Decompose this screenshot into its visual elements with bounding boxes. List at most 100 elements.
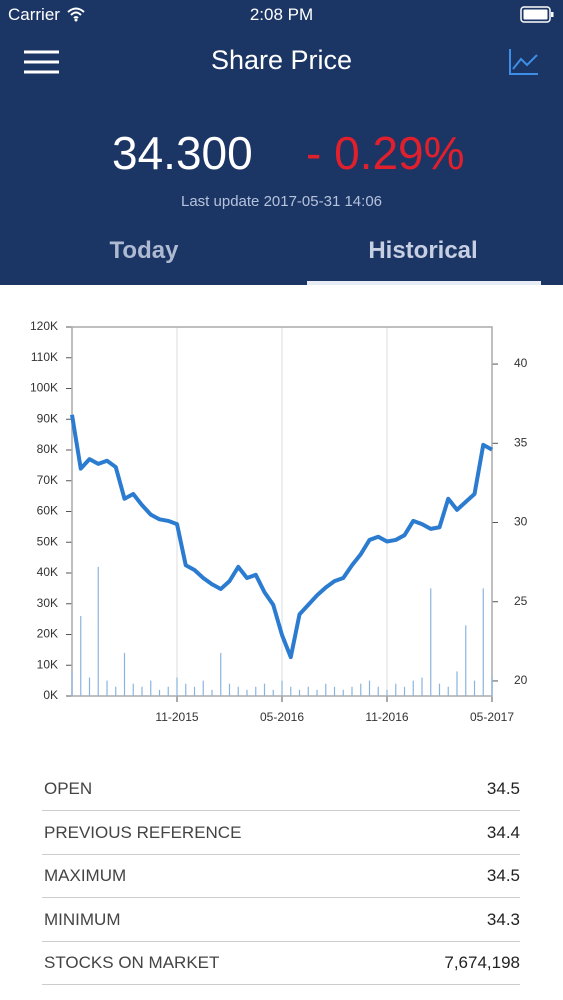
table-row: STOCKS ON MARKET 7,674,198 bbox=[42, 941, 520, 986]
volume-bar bbox=[211, 689, 213, 696]
volume-bar bbox=[325, 683, 327, 696]
y-tick-label: 60K bbox=[37, 504, 58, 518]
y2-tick-label: 20 bbox=[514, 673, 528, 687]
wifi-icon bbox=[67, 7, 85, 22]
volume-bar bbox=[202, 680, 204, 696]
volume-bar bbox=[447, 686, 449, 696]
y2-tick-label: 40 bbox=[514, 356, 528, 370]
volume-bar bbox=[342, 689, 344, 696]
volume-bar bbox=[430, 588, 432, 696]
table-row: MAXIMUM 34.5 bbox=[42, 854, 520, 899]
y-tick-label: 100K bbox=[30, 381, 58, 395]
table-row: PREVIOUS REFERENCE 34.4 bbox=[42, 811, 520, 855]
header: Carrier 2:08 PM Share Price 34.300 - 0.2… bbox=[0, 0, 563, 285]
volume-bar bbox=[403, 686, 406, 696]
volume-bar bbox=[465, 625, 467, 696]
y-tick-label: 80K bbox=[37, 442, 58, 456]
volume-bar bbox=[316, 689, 318, 696]
price: 34.300 bbox=[112, 127, 253, 179]
row-label: MAXIMUM bbox=[44, 866, 127, 886]
y2-tick-label: 35 bbox=[514, 435, 528, 449]
volume-bar bbox=[176, 677, 178, 696]
chart-button[interactable] bbox=[508, 47, 540, 77]
volume-bar bbox=[386, 689, 388, 696]
y2-tick-label: 25 bbox=[514, 594, 528, 608]
volume-bar bbox=[255, 686, 257, 696]
price-line bbox=[70, 414, 493, 660]
volume-bar bbox=[71, 671, 73, 696]
volume-bar bbox=[438, 683, 441, 696]
volume-bar bbox=[333, 686, 336, 696]
volume-bar bbox=[421, 677, 423, 696]
volume-bar bbox=[193, 686, 196, 696]
row-value: 34.3 bbox=[486, 909, 520, 929]
table-row: MINIMUM 34.3 bbox=[42, 898, 520, 942]
volume-bar bbox=[123, 652, 126, 696]
volume-bar bbox=[281, 680, 283, 696]
volume-bar bbox=[158, 689, 161, 696]
volume-bar bbox=[88, 677, 91, 696]
carrier: Carrier bbox=[8, 5, 60, 24]
menu-button[interactable] bbox=[24, 50, 60, 74]
price-change: - 0.29% bbox=[306, 127, 465, 179]
volume-bar bbox=[150, 680, 152, 696]
volume-bar bbox=[263, 683, 266, 696]
battery-icon bbox=[520, 6, 554, 23]
volume-bar bbox=[412, 680, 414, 696]
tab[interactable]: Historical bbox=[368, 237, 478, 264]
y-tick-label: 70K bbox=[37, 473, 58, 487]
clock: 2:08 PM bbox=[249, 5, 314, 24]
y-tick-label: 10K bbox=[37, 657, 58, 671]
volume-bar bbox=[368, 680, 371, 696]
row-value: 7,674,198 bbox=[444, 953, 520, 973]
volume-bar bbox=[141, 686, 143, 696]
x-tick-label: 05-2016 bbox=[260, 710, 304, 724]
row-label: MINIMUM bbox=[44, 909, 121, 929]
volume-bar bbox=[228, 683, 231, 696]
row-label: PREVIOUS REFERENCE bbox=[44, 822, 242, 842]
y-tick-label: 40K bbox=[37, 565, 58, 579]
tab-indicator bbox=[307, 281, 541, 285]
y-tick-label: 90K bbox=[37, 411, 58, 425]
volume-bar bbox=[106, 680, 108, 696]
y-tick-label: 20K bbox=[37, 627, 58, 641]
volume-bar bbox=[97, 566, 99, 696]
volume-bar bbox=[185, 683, 187, 696]
x-tick-label: 05-2017 bbox=[470, 710, 514, 724]
page-title: Share Price bbox=[210, 45, 353, 75]
x-tick-label: 11-2016 bbox=[365, 710, 408, 724]
y2-tick-label: 30 bbox=[514, 515, 528, 529]
y-tick-label: 120K bbox=[30, 319, 58, 333]
row-value: 34.4 bbox=[486, 822, 520, 842]
y-tick-label: 0K bbox=[43, 688, 58, 702]
volume-bar bbox=[290, 686, 292, 696]
row-value: 34.5 bbox=[486, 779, 520, 798]
y-tick-label: 50K bbox=[37, 534, 58, 548]
volume-bar bbox=[307, 686, 309, 696]
last-update: Last update 2017-05-31 14:06 bbox=[181, 193, 382, 210]
tab[interactable]: Today bbox=[109, 237, 179, 264]
volume-bar bbox=[115, 686, 117, 696]
volume-bar bbox=[132, 683, 134, 696]
volume-bar bbox=[482, 588, 484, 696]
row-value: 34.5 bbox=[486, 866, 520, 886]
y-tick-label: 110K bbox=[31, 350, 58, 364]
x-tick-label: 11-2015 bbox=[155, 710, 198, 724]
volume-bar bbox=[456, 671, 458, 696]
y-tick-label: 30K bbox=[37, 596, 58, 610]
table-row: OPEN 34.5 bbox=[42, 767, 520, 811]
volume-bar bbox=[351, 686, 353, 696]
volume-bar bbox=[377, 686, 379, 696]
volume-bar bbox=[80, 616, 82, 696]
volume-bar bbox=[237, 686, 239, 696]
row-label: OPEN bbox=[44, 779, 93, 798]
volume-bar bbox=[246, 689, 248, 696]
volume-bar bbox=[360, 683, 362, 696]
volume-bar bbox=[220, 652, 222, 696]
volume-bar bbox=[473, 680, 476, 696]
volume-bar bbox=[395, 683, 397, 696]
volume-bar bbox=[167, 686, 169, 696]
volume-bar bbox=[491, 677, 493, 696]
